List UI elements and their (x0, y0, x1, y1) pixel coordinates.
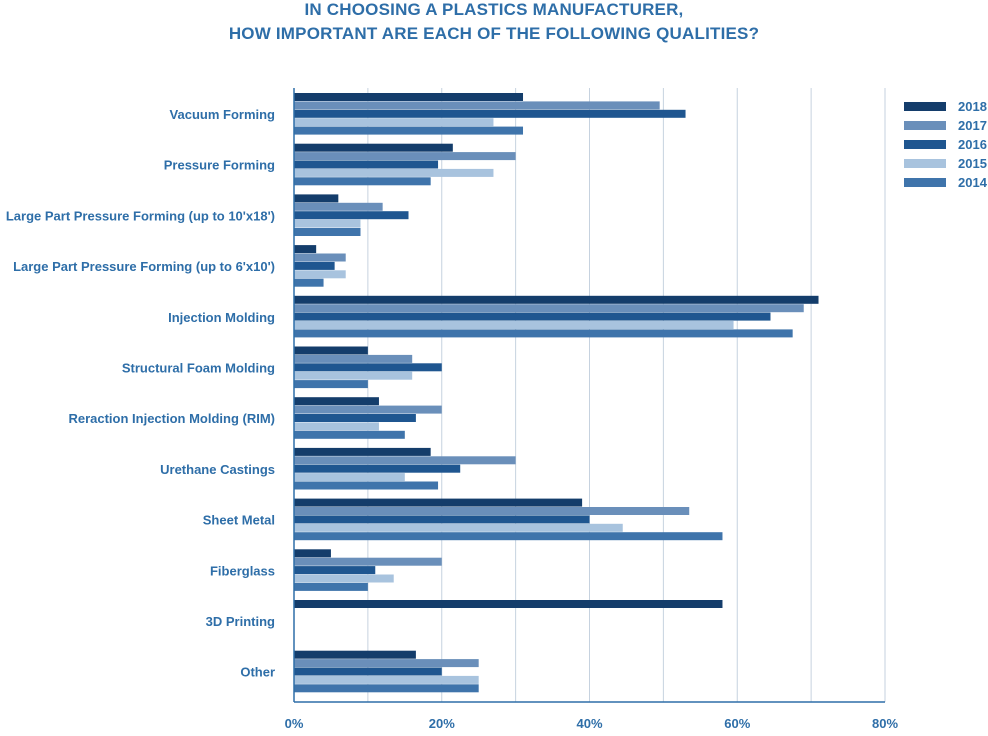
bar-2016 (294, 109, 686, 118)
x-tick-label: 20% (429, 716, 455, 731)
category-labels: Vacuum Forming Pressure Forming Large Part… (6, 107, 275, 680)
legend: 2018 2017 2016 2015 2014 (904, 99, 988, 190)
bar-2018 (294, 397, 379, 406)
bar-2014 (294, 126, 524, 135)
bar-2016 (294, 566, 376, 575)
tick-labels: 0% 20% 40% 60% 80% (285, 716, 899, 731)
bar-2014 (294, 177, 431, 186)
bar-2018 (294, 447, 431, 456)
legend-swatch-2014 (904, 178, 946, 187)
bar-2014 (294, 481, 439, 490)
legend-label-2016: 2016 (958, 137, 987, 152)
bar-2017 (294, 354, 413, 363)
bar-2015 (294, 270, 346, 279)
grid-layer (367, 88, 886, 702)
bars-layer (294, 93, 819, 693)
x-tick-label: 0% (285, 716, 304, 731)
x-tick-label: 80% (872, 716, 898, 731)
bar-2016 (294, 261, 335, 270)
bar-2017 (294, 304, 804, 313)
bar-2014 (294, 278, 324, 287)
bar-2015 (294, 168, 494, 177)
bar-2015 (294, 473, 405, 482)
category-label: Sheet Metal (203, 513, 275, 528)
bar-2018 (294, 245, 317, 254)
bar-2017 (294, 253, 346, 262)
bar-2014 (294, 329, 793, 338)
bar-2015 (294, 321, 734, 329)
category-label: Other (240, 665, 275, 680)
bar-2014 (294, 684, 479, 693)
bar-2014 (294, 430, 405, 439)
bar-2016 (294, 211, 409, 220)
category-label: Fiberglass (210, 563, 275, 578)
category-label: Urethane Castings (160, 462, 275, 477)
bar-2016 (294, 464, 461, 473)
bar-2016 (294, 160, 439, 169)
bar-2017 (294, 659, 479, 668)
bar-2017 (294, 202, 383, 211)
bar-2017 (294, 456, 516, 465)
bar-2017 (294, 507, 690, 515)
legend-label-2014: 2014 (958, 175, 988, 190)
bar-2014 (294, 380, 368, 389)
bar-2015 (294, 523, 623, 532)
bar-2015 (294, 422, 379, 431)
category-label: 3D Printing (206, 614, 275, 629)
legend-label-2017: 2017 (958, 118, 987, 133)
category-label: Structural Foam Molding (122, 361, 275, 376)
bar-2015 (294, 371, 413, 380)
bar-2016 (294, 414, 416, 422)
bar-2017 (294, 405, 442, 414)
bar-2018 (294, 549, 331, 558)
x-tick-label: 60% (724, 716, 750, 731)
legend-swatch-2016 (904, 140, 946, 149)
bar-2014 (294, 532, 723, 541)
x-tick-label: 40% (576, 716, 602, 731)
category-label: Large Part Pressure Forming (up to 6'x10… (13, 259, 275, 274)
legend-swatch-2018 (904, 102, 946, 111)
bar-2015 (294, 675, 479, 684)
bar-2015 (294, 574, 394, 583)
bar-2018 (294, 498, 583, 507)
category-label: Injection Molding (168, 310, 275, 325)
legend-swatch-2015 (904, 159, 946, 168)
category-label: Reraction Injection Molding (RIM) (68, 411, 275, 426)
bar-2018 (294, 93, 524, 101)
bar-2016 (294, 312, 771, 321)
bar-2017 (294, 101, 660, 110)
bar-2017 (294, 557, 442, 566)
bar-2018 (294, 346, 368, 355)
bar-2015 (294, 219, 361, 228)
chart-title-line-1: IN CHOOSING A PLASTICS MANUFACTURER, (304, 0, 684, 19)
bar-2016 (294, 667, 442, 676)
bar-2016 (294, 515, 590, 524)
bar-2016 (294, 363, 442, 372)
legend-label-2018: 2018 (958, 99, 987, 114)
bar-2014 (294, 228, 361, 236)
bar-2018 (294, 650, 416, 659)
legend-label-2015: 2015 (958, 156, 987, 171)
bar-2017 (294, 152, 516, 161)
axis-layer (293, 88, 885, 703)
legend-swatch-2017 (904, 121, 946, 130)
category-label: Vacuum Forming (170, 107, 276, 122)
chart-title-line-2: HOW IMPORTANT ARE EACH OF THE FOLLOWING … (228, 24, 760, 43)
bar-2018 (294, 143, 453, 152)
bar-2018 (294, 600, 723, 608)
bar-2018 (294, 295, 819, 304)
bar-2014 (294, 582, 368, 591)
bar-2018 (294, 194, 339, 203)
category-label: Large Part Pressure Forming (up to 10'x1… (6, 208, 275, 223)
bar-2015 (294, 118, 494, 127)
category-label: Pressure Forming (164, 158, 275, 173)
